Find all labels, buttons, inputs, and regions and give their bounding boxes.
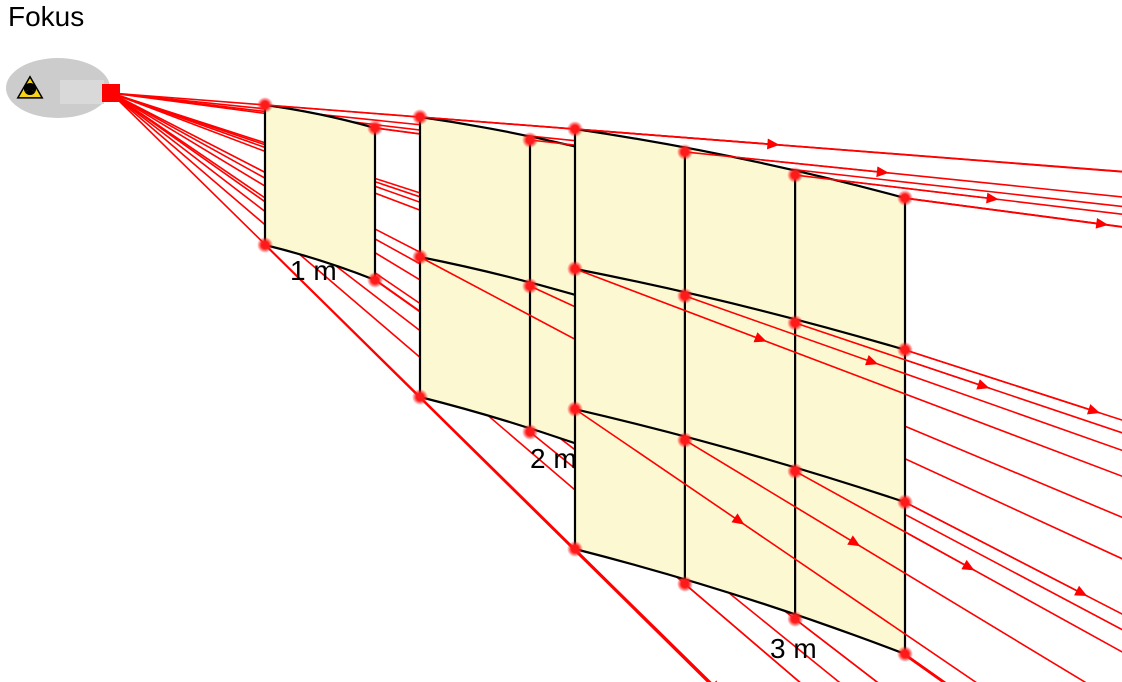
inverse-square-diagram: Fokus 1 m 2 m 3 m — [0, 0, 1122, 682]
panel-label-2m: 2 m — [530, 443, 577, 474]
panel-label-3m: 3 m — [770, 633, 817, 664]
panel-label-1m: 1 m — [290, 255, 337, 286]
focus-label: Fokus — [8, 1, 84, 32]
panel-1m — [265, 105, 375, 280]
radiation-source — [6, 58, 120, 118]
panel-3m — [575, 129, 905, 654]
